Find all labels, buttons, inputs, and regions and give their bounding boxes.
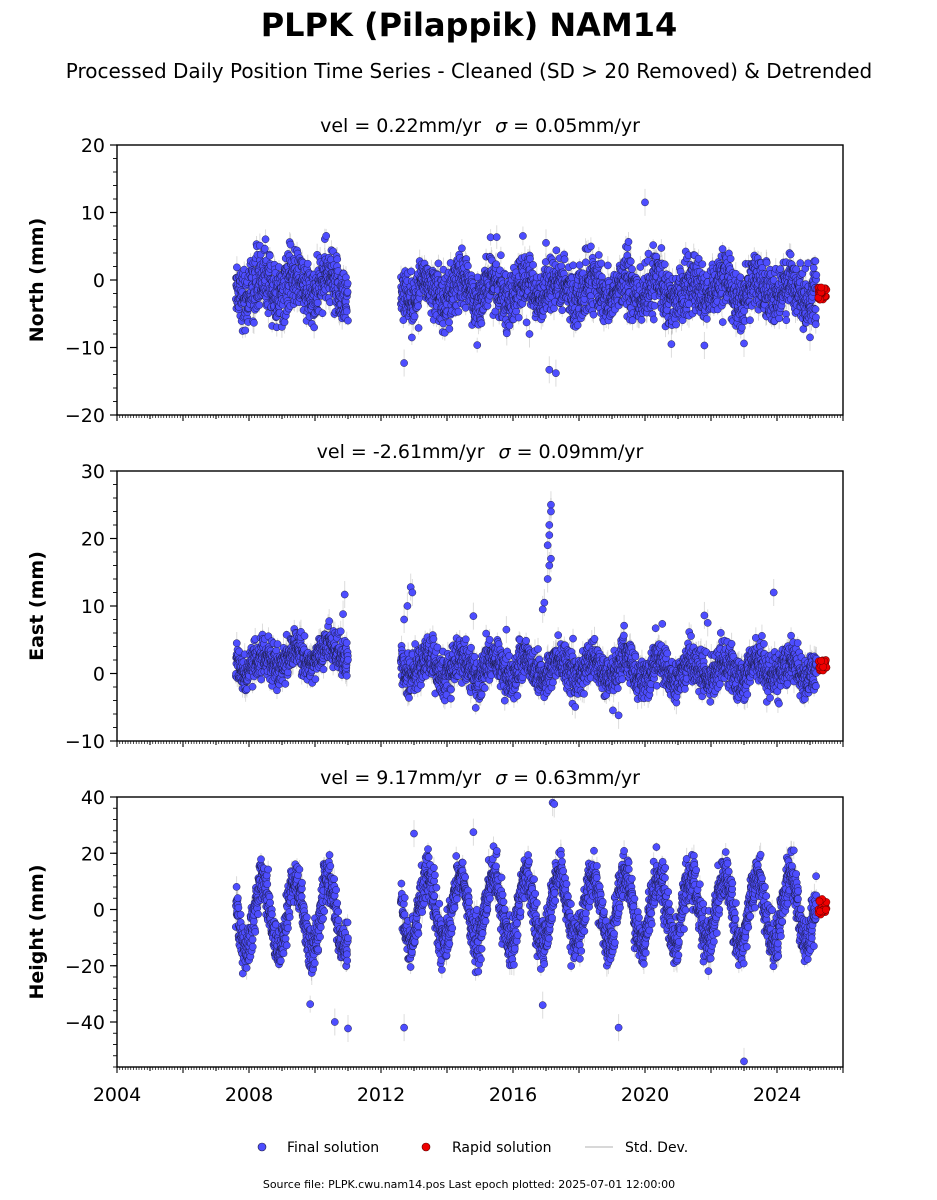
north-final-point — [454, 307, 463, 316]
north-final-point — [434, 259, 443, 268]
north-final-point — [587, 242, 595, 251]
north-final-point — [286, 240, 295, 249]
north-final-point — [558, 306, 567, 314]
north-final-point — [552, 246, 561, 255]
north-final-point — [461, 303, 470, 312]
panel-north-sigma: = 0.05mm/yr — [513, 115, 640, 137]
north-final-point — [597, 259, 606, 268]
panel-north-vel: vel = 0.22mm/yr — [320, 115, 481, 137]
north-final-point — [589, 310, 598, 319]
north-final-point — [502, 329, 511, 338]
panel-north: vel = 0.22mm/yr σ = 0.05mm/yr 20100−10−20 … — [26, 115, 844, 427]
north-final-point — [233, 263, 241, 272]
north-final-point — [342, 307, 351, 316]
north-final-point — [529, 261, 537, 269]
north-final-point — [569, 261, 578, 270]
north-final-point — [445, 325, 454, 333]
chart-subtitle: Processed Daily Position Time Series - C… — [66, 59, 872, 83]
north-final-point — [604, 261, 612, 270]
north-final-point — [573, 321, 582, 330]
north-final-point — [522, 318, 531, 327]
north-final-point — [313, 298, 322, 307]
north-final-point — [344, 316, 352, 325]
north-final-point — [445, 318, 453, 327]
north-final-point — [310, 323, 318, 332]
north-data-layer — [232, 188, 831, 387]
north-final-point — [414, 324, 423, 332]
panel-north-title: vel = 0.22mm/yr σ = 0.05mm/yr — [320, 115, 640, 137]
north-final-point — [303, 259, 312, 268]
north-final-point — [261, 235, 270, 244]
north-final-point — [333, 255, 342, 264]
north-final-points — [232, 198, 821, 377]
north-final-point — [343, 288, 352, 296]
north-final-point — [458, 244, 466, 253]
north-final-point — [492, 233, 501, 241]
north-final-point — [414, 302, 422, 310]
north-final-point — [519, 232, 527, 240]
north-final-point — [464, 262, 472, 270]
north-final-point — [477, 319, 486, 328]
north-final-point — [266, 251, 274, 260]
north-final-point — [473, 341, 482, 349]
north-final-point — [514, 313, 523, 322]
north-final-point — [407, 267, 416, 276]
north-final-point — [497, 251, 505, 260]
north-final-point — [410, 312, 419, 321]
north-final-point — [241, 326, 250, 335]
north-final-point — [408, 333, 416, 342]
north-final-point — [581, 258, 590, 267]
north-final-point — [594, 251, 603, 259]
north-final-point — [250, 318, 258, 327]
north-final-point — [318, 309, 327, 318]
north-final-point — [322, 232, 331, 240]
north-final-point — [280, 318, 289, 327]
chart-title: PLPK (Pilappik) NAM14 — [261, 6, 678, 44]
north-final-point — [560, 255, 569, 264]
north-final-point — [261, 244, 269, 253]
north-final-point — [343, 279, 352, 288]
north-final-point — [550, 304, 558, 313]
sigma-symbol-north: σ — [495, 115, 508, 137]
north-final-point — [255, 301, 264, 309]
